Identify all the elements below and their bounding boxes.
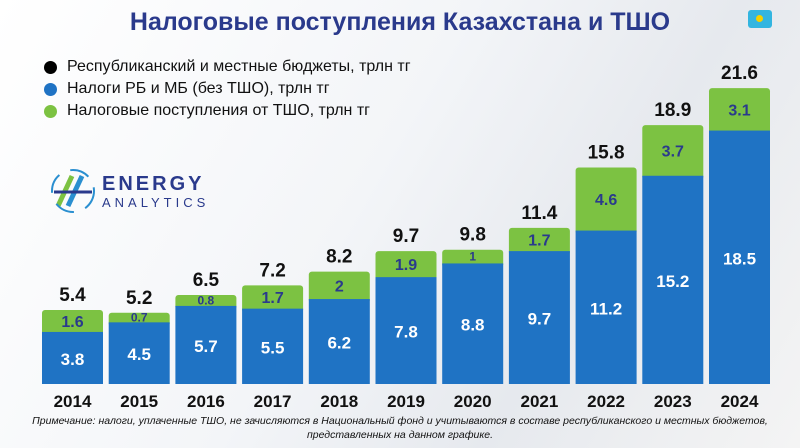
- green-dot-icon: [44, 104, 57, 118]
- bar-rb-mb-2022: [575, 230, 637, 384]
- legend-label: Республиканский и местные бюджеты, трлн …: [67, 58, 411, 75]
- bar-tsho-2019: [375, 251, 437, 282]
- label-total-2014: 5.4: [59, 285, 86, 306]
- label-rb-mb-2018: 6.2: [327, 334, 351, 353]
- legend-item-tsho: Налоговые поступления от ТШО, трлн тг: [44, 100, 411, 122]
- label-total-2016: 6.5: [193, 270, 220, 291]
- label-tsho-2017: 1.7: [261, 290, 283, 307]
- label-total-2023: 18.9: [654, 100, 691, 121]
- footnote: Примечание: налоги, уплаченные ТШО, не з…: [32, 415, 768, 441]
- label-tsho-2020: 1: [469, 250, 476, 264]
- bar-rb-mb-2019: [375, 277, 437, 384]
- bar-tsho-2021: [508, 227, 570, 256]
- label-rb-mb-2017: 5.5: [261, 338, 285, 357]
- label-total-2017: 7.2: [259, 260, 285, 281]
- x-tick-2016: 2016: [187, 392, 225, 411]
- x-tick-2018: 2018: [320, 392, 358, 411]
- label-rb-mb-2014: 3.8: [61, 350, 85, 369]
- x-tick-2015: 2015: [120, 392, 158, 411]
- bar-tsho-2020: [442, 249, 504, 268]
- bar-rb-mb-2015: [108, 322, 170, 384]
- label-total-2019: 9.7: [393, 226, 419, 247]
- kazakhstan-flag-icon: [748, 10, 772, 28]
- bar-tsho-2017: [242, 285, 304, 313]
- label-rb-mb-2022: 11.2: [590, 299, 622, 318]
- label-total-2022: 15.8: [588, 143, 625, 164]
- bar-rb-mb-2017: [242, 308, 304, 384]
- x-tick-2014: 2014: [54, 392, 92, 411]
- logo-line1: ENERGY: [102, 172, 205, 195]
- bar-rb-mb-2020: [442, 263, 504, 384]
- logo-icon: [51, 169, 95, 213]
- bar-tsho-2024: [709, 88, 770, 135]
- x-tick-2017: 2017: [254, 392, 292, 411]
- label-tsho-2014: 1.6: [61, 314, 83, 331]
- bar-rb-mb-2021: [508, 251, 570, 384]
- label-total-2021: 11.4: [521, 203, 557, 224]
- x-tick-2020: 2020: [454, 392, 492, 411]
- x-tick-2022: 2022: [587, 392, 625, 411]
- bar-rb-mb-2018: [308, 299, 370, 384]
- x-tick-2023: 2023: [654, 392, 692, 411]
- legend-label: Налоговые поступления от ТШО, трлн тг: [67, 102, 370, 119]
- bar-tsho-2023: [642, 125, 704, 180]
- x-tick-2024: 2024: [721, 392, 759, 411]
- label-tsho-2018: 2: [335, 278, 344, 295]
- bar-tsho-2018: [308, 271, 370, 304]
- bar-tsho-2022: [575, 167, 637, 235]
- legend-item-total: Республиканский и местные бюджеты, трлн …: [44, 56, 411, 78]
- x-tick-2019: 2019: [387, 392, 425, 411]
- label-total-2018: 8.2: [326, 247, 352, 268]
- label-rb-mb-2023: 15.2: [656, 272, 689, 291]
- logo-line2: ANALYTICS: [102, 194, 210, 210]
- bar-rb-mb-2014: [42, 331, 103, 384]
- label-total-2024: 21.6: [721, 63, 758, 84]
- bar-tsho-2014: [42, 310, 103, 336]
- black-dot-icon: [44, 60, 57, 74]
- label-tsho-2015: 0.7: [131, 311, 148, 325]
- label-tsho-2022: 4.6: [595, 192, 617, 209]
- legend-label: Налоги РБ и МБ (без ТШО), трлн тг: [67, 80, 330, 97]
- label-tsho-2019: 1.9: [395, 257, 417, 274]
- legend-item-rb-mb: Налоги РБ и МБ (без ТШО), трлн тг: [44, 78, 411, 100]
- label-total-2020: 9.8: [459, 225, 485, 246]
- energy-analytics-logo: ENERGY ANALYTICS: [50, 168, 209, 214]
- label-tsho-2024: 3.1: [728, 102, 750, 119]
- label-tsho-2021: 1.7: [528, 232, 550, 249]
- page-title: Налоговые поступления Казахстана и ТШО: [129, 8, 671, 36]
- label-rb-mb-2015: 4.5: [127, 345, 151, 364]
- bar-rb-mb-2024: [709, 130, 770, 384]
- label-rb-mb-2024: 18.5: [723, 249, 756, 268]
- label-rb-mb-2019: 7.8: [394, 323, 418, 342]
- label-tsho-2023: 3.7: [662, 143, 684, 160]
- blue-dot-icon: [44, 82, 57, 96]
- legend: Республиканский и местные бюджеты, трлн …: [44, 56, 411, 122]
- bar-rb-mb-2023: [642, 175, 704, 384]
- x-tick-2021: 2021: [520, 392, 558, 411]
- label-rb-mb-2020: 8.8: [461, 316, 485, 335]
- bar-rb-mb-2016: [175, 305, 237, 384]
- label-rb-mb-2016: 5.7: [194, 337, 218, 356]
- label-tsho-2016: 0.8: [198, 293, 215, 307]
- label-total-2015: 5.2: [126, 288, 152, 309]
- label-rb-mb-2021: 9.7: [528, 310, 552, 329]
